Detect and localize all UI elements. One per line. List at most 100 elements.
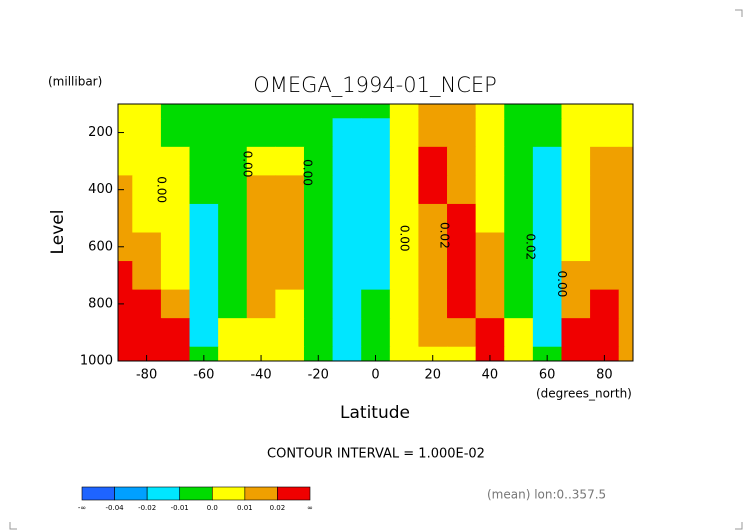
colorbar-box xyxy=(277,486,311,501)
contour-cell xyxy=(389,146,419,176)
contour-cell xyxy=(361,104,391,119)
contour-cell xyxy=(132,346,162,362)
contour-cell xyxy=(189,175,219,205)
contour-cell xyxy=(532,175,562,205)
contour-cell xyxy=(618,146,634,176)
contour-cell xyxy=(561,203,591,233)
contour-label: 0.02 xyxy=(524,233,538,260)
contour-cell xyxy=(418,175,448,205)
contour-cell xyxy=(118,118,133,148)
contour-cell xyxy=(475,318,505,348)
contour-cell xyxy=(590,261,620,291)
x-tick-label: 60 xyxy=(539,368,556,383)
contour-cell xyxy=(160,175,191,205)
x-tick-label: -40 xyxy=(250,368,271,383)
contour-cell xyxy=(160,289,191,319)
colorbar-label: 0.0 xyxy=(207,504,218,512)
colorbar-end-label: -∞ xyxy=(78,504,86,512)
contour-cell xyxy=(118,232,133,262)
contour-cell xyxy=(332,232,362,262)
contour-cell xyxy=(132,118,162,148)
colorbar-label: -0.02 xyxy=(138,504,156,512)
colorbar-box xyxy=(114,486,148,501)
contour-label: 0.00 xyxy=(398,225,412,252)
contour-label: 0.00 xyxy=(240,151,254,178)
contour-cell xyxy=(275,289,305,319)
contour-label: 0.00 xyxy=(555,271,569,298)
colorbar-label: -0.01 xyxy=(171,504,189,512)
contour-cell xyxy=(590,289,620,319)
contour-cell xyxy=(389,175,419,205)
colorbar-box xyxy=(146,486,181,501)
contour-cell xyxy=(418,203,448,233)
contour-cell xyxy=(246,203,276,233)
contour-cell xyxy=(218,175,248,205)
x-tick-label: -60 xyxy=(193,368,214,383)
y-tick-label: 800 xyxy=(88,296,113,311)
contour-cell xyxy=(532,232,562,262)
contour-cell xyxy=(475,289,505,319)
contour-cell xyxy=(160,346,191,362)
contour-cell xyxy=(332,346,362,362)
contour-cell xyxy=(389,118,419,148)
contour-cell xyxy=(132,232,162,262)
contour-cell xyxy=(189,146,219,176)
contour-cell xyxy=(504,289,534,319)
contour-cell xyxy=(504,232,534,262)
contour-cell xyxy=(590,146,620,176)
contour-cell xyxy=(361,346,391,362)
contour-cell xyxy=(561,289,591,319)
contour-cell xyxy=(561,118,591,148)
contour-cell xyxy=(504,318,534,348)
contour-cell xyxy=(332,146,362,176)
contour-cell xyxy=(132,104,162,119)
contour-cell xyxy=(303,232,334,262)
y-tick-label: 400 xyxy=(88,182,113,197)
contour-cell xyxy=(132,203,162,233)
contour-cell xyxy=(275,203,305,233)
colorbar-box xyxy=(211,486,246,501)
contour-cell xyxy=(160,261,191,291)
contour-cell xyxy=(361,175,391,205)
contour-cell xyxy=(218,261,248,291)
contour-cell xyxy=(118,203,133,233)
contour-cell xyxy=(189,346,219,362)
contour-cell xyxy=(332,118,362,148)
contour-cell xyxy=(332,261,362,291)
contour-cell xyxy=(475,104,505,119)
contour-cell xyxy=(118,346,133,362)
contour-cell xyxy=(189,118,219,148)
contour-cell xyxy=(418,118,448,148)
contour-cell xyxy=(303,261,334,291)
contour-cell xyxy=(303,175,334,205)
colorbar-label: 0.02 xyxy=(270,504,286,512)
contour-cell xyxy=(303,118,334,148)
contour-cell xyxy=(361,289,391,319)
x-tick-label: 20 xyxy=(424,368,441,383)
contour-cell xyxy=(418,232,448,262)
contour-cell xyxy=(160,203,191,233)
contour-cell xyxy=(189,289,219,319)
colorbar-end-label: ∞ xyxy=(307,504,313,512)
contour-cell xyxy=(447,346,477,362)
contour-cell xyxy=(218,289,248,319)
contour-cell xyxy=(618,289,634,319)
contour-cell xyxy=(361,318,391,348)
contour-cell xyxy=(246,289,276,319)
page-corners xyxy=(9,9,743,530)
contour-cell xyxy=(332,203,362,233)
contour-cell xyxy=(618,232,634,262)
contour-cell xyxy=(418,289,448,319)
contour-cell xyxy=(118,289,133,319)
contour-cell xyxy=(447,318,477,348)
contour-cell xyxy=(332,289,362,319)
contour-cell xyxy=(118,261,133,291)
contour-cell xyxy=(418,346,448,362)
contour-cell xyxy=(389,261,419,291)
contour-cell xyxy=(332,175,362,205)
y-tick-label: 1000 xyxy=(80,354,113,369)
contour-cell xyxy=(361,146,391,176)
x-tick-label: -80 xyxy=(136,368,157,383)
contour-cell xyxy=(475,232,505,262)
contour-label: 0.00 xyxy=(154,176,168,203)
